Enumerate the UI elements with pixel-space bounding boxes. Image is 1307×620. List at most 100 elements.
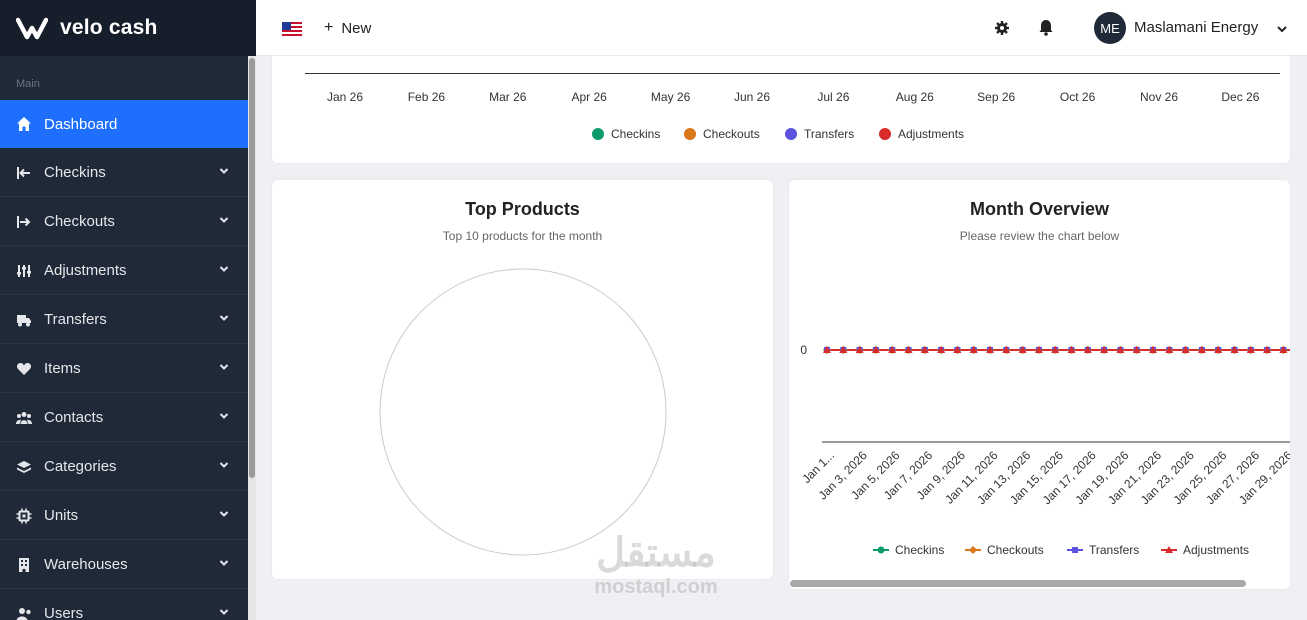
data-point-adjustments[interactable] (1246, 346, 1255, 353)
sidebar-item-adjustments[interactable]: Adjustments (0, 247, 248, 295)
chevron-down-icon (218, 409, 248, 426)
sidebar-item-categories[interactable]: Categories (0, 443, 248, 491)
sidebar-item-transfers[interactable]: Transfers (0, 296, 248, 344)
avatar[interactable]: ME (1094, 12, 1126, 44)
data-point-adjustments[interactable] (1132, 346, 1141, 353)
data-point-adjustments[interactable] (1116, 346, 1125, 353)
sidebar-item-label: Categories (44, 458, 117, 475)
watermark: مستقل mostaql.com (576, 530, 736, 599)
legend-label: Transfers (1089, 543, 1140, 557)
sliders-icon (16, 263, 32, 279)
users-group-icon (16, 410, 32, 426)
sidebar-item-label: Warehouses (44, 556, 128, 573)
chevron-down-icon (218, 556, 248, 573)
data-point-adjustments[interactable] (1279, 346, 1288, 353)
new-button-label: New (341, 19, 372, 37)
month-overview-subtitle: Please review the chart below (959, 229, 1120, 243)
data-point-adjustments[interactable] (888, 346, 897, 353)
sidebar-item-label: Contacts (44, 409, 104, 426)
chevron-down-icon (218, 360, 248, 377)
data-point-adjustments[interactable] (1263, 346, 1272, 353)
top-products-subtitle: Top 10 products for the month (442, 229, 603, 243)
sidebar-item-label: Checkouts (44, 213, 115, 230)
sidebar: velo cash Main Dashboard Checkins Checkout… (0, 0, 256, 620)
data-point-adjustments[interactable] (839, 346, 848, 353)
sidebar-item-checkins[interactable]: Checkins (0, 149, 248, 197)
data-point-adjustments[interactable] (937, 346, 946, 353)
sidebar-item-items[interactable]: Items (0, 345, 248, 393)
data-point-adjustments[interactable] (1067, 346, 1076, 353)
data-point-adjustments[interactable] (986, 346, 994, 353)
layers-icon (16, 459, 32, 475)
month-chart-scrollbar[interactable] (790, 580, 1246, 587)
data-point-adjustments[interactable] (1149, 346, 1157, 353)
sidebar-item-label: Items (44, 360, 81, 377)
sidebar-item-dashboard[interactable]: Dashboard (0, 100, 248, 148)
top-products-title: Top Products (465, 199, 580, 219)
legend-item-checkins[interactable]: Checkins (873, 543, 944, 557)
gear-icon[interactable] (994, 20, 1010, 36)
chip-icon (16, 508, 32, 524)
legend-item-adjustments[interactable]: Adjustments (1161, 543, 1249, 557)
legend-dot (785, 128, 797, 140)
x-tick-label: Jun 26 (733, 90, 771, 104)
data-point-adjustments[interactable] (953, 346, 962, 353)
data-point-adjustments[interactable] (1100, 346, 1109, 353)
legend-item-transfers[interactable]: Transfers (785, 127, 854, 141)
sidebar-item-label: Transfers (44, 311, 107, 328)
sidebar-item-warehouses[interactable]: Warehouses (0, 541, 248, 589)
data-point-adjustments[interactable] (1002, 346, 1011, 353)
sidebar-item-label: Checkins (44, 164, 106, 181)
data-point-adjustments[interactable] (904, 346, 913, 353)
sidebar-item-contacts[interactable]: Contacts (0, 394, 248, 442)
brand-header[interactable]: velo cash (0, 0, 256, 56)
legend-item-adjustments[interactable]: Adjustments (879, 127, 964, 141)
data-point-adjustments[interactable] (1083, 346, 1092, 353)
x-tick-label: Aug 26 (895, 90, 934, 104)
sidebar-item-checkouts[interactable]: Checkouts (0, 198, 248, 246)
chevron-down-icon[interactable] (1276, 23, 1288, 35)
sidebar-scrollbar-thumb[interactable] (249, 58, 255, 478)
data-point-adjustments[interactable] (1197, 346, 1206, 353)
yearly-chart-x-axis (305, 73, 1280, 74)
data-point-adjustments[interactable] (1181, 346, 1190, 353)
x-tick-label: Nov 26 (1139, 90, 1179, 104)
legend-dot (592, 128, 604, 140)
sidebar-item-label: Units (44, 507, 79, 524)
legend-label: Checkouts (987, 543, 1044, 557)
legend-item-checkouts[interactable]: Checkouts (965, 543, 1044, 557)
data-point-adjustments[interactable] (1034, 346, 1043, 353)
chevron-down-icon (218, 262, 248, 279)
top-products-card: Top Products Top 10 products for the mon… (272, 180, 773, 579)
user-name[interactable]: Maslamani Energy (1134, 19, 1259, 36)
legend-item-checkins[interactable]: Checkins (592, 127, 660, 141)
data-point-adjustments[interactable] (1018, 346, 1027, 353)
building-icon (16, 557, 32, 573)
data-point-adjustments[interactable] (1214, 346, 1223, 353)
us-flag-icon[interactable] (282, 22, 302, 36)
data-point-adjustments[interactable] (855, 346, 864, 353)
x-tick-label: May 26 (650, 90, 691, 104)
chevron-down-icon (218, 213, 248, 230)
data-point-adjustments[interactable] (871, 346, 880, 353)
sidebar-item-users[interactable]: Users (0, 590, 248, 620)
y-tick-label: 0 (800, 343, 807, 357)
data-point-adjustments[interactable] (1051, 346, 1060, 353)
brand-name: velo cash (60, 16, 158, 39)
watermark-latin: mostaql.com (594, 576, 718, 598)
bell-icon[interactable] (1038, 19, 1054, 36)
checkin-icon (16, 165, 32, 181)
data-point-adjustments[interactable] (823, 346, 831, 353)
sidebar-item-units[interactable]: Units (0, 492, 248, 540)
legend-label: Adjustments (898, 127, 965, 141)
new-button[interactable]: + New (324, 19, 371, 37)
data-point-adjustments[interactable] (1165, 346, 1174, 353)
chevron-down-icon (218, 605, 248, 620)
sidebar-item-label: Dashboard (44, 115, 118, 133)
data-point-adjustments[interactable] (920, 346, 929, 353)
sidebar-section-label: Main (16, 78, 40, 90)
data-point-adjustments[interactable] (969, 346, 978, 353)
data-point-adjustments[interactable] (1230, 346, 1239, 353)
legend-item-checkouts[interactable]: Checkouts (684, 127, 760, 141)
legend-item-transfers[interactable]: Transfers (1067, 543, 1139, 557)
